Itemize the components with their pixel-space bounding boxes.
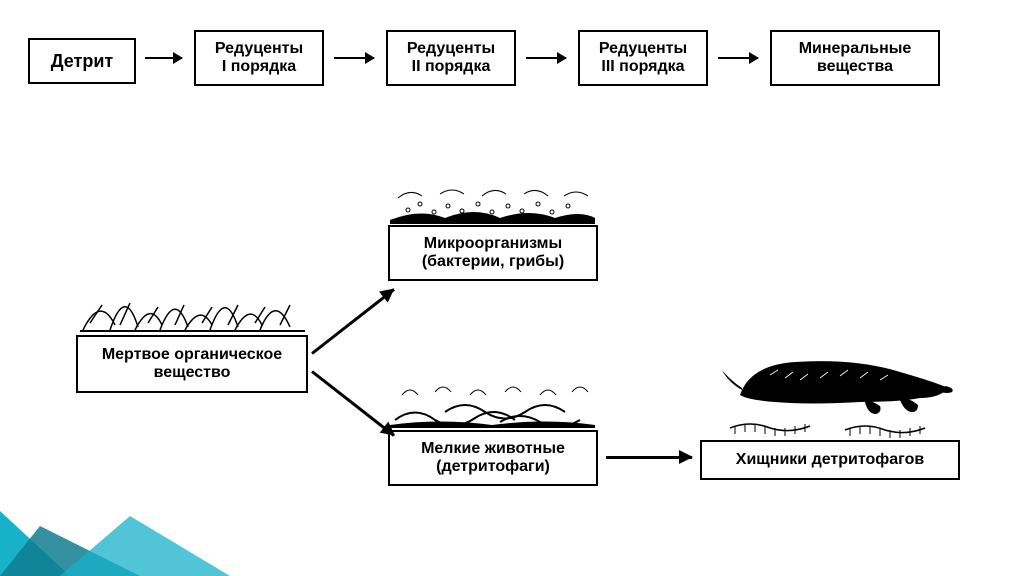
label: Детрит xyxy=(51,51,114,72)
arrow-top-1 xyxy=(145,57,182,59)
box-predators: Хищники детритофагов xyxy=(700,440,960,480)
box-detrit: Детрит xyxy=(28,38,136,84)
arrow-top-3 xyxy=(526,57,566,59)
arrow-to-detritophages xyxy=(311,370,395,436)
arrow-top-2 xyxy=(334,57,374,59)
slide-decoration xyxy=(0,481,230,576)
illus-dead-organic xyxy=(80,275,305,335)
box-detritophages: Мелкие животные(детритофаги) xyxy=(388,430,598,486)
arrow-to-predators xyxy=(606,456,692,459)
arrow-top-4 xyxy=(718,57,758,59)
label: Мертвое органическоевещество xyxy=(102,346,282,382)
box-reducers-1: РедуцентыI порядка xyxy=(194,30,324,86)
box-reducers-2: РедуцентыII порядка xyxy=(386,30,516,86)
arrow-to-microorg xyxy=(311,288,395,354)
illus-microorganisms xyxy=(390,178,595,226)
box-minerals: Минеральныевещества xyxy=(770,30,940,86)
label: Мелкие животные(детритофаги) xyxy=(421,440,565,476)
label: Хищники детритофагов xyxy=(736,451,924,469)
box-dead-organic: Мертвое органическоевещество xyxy=(76,335,308,393)
label: РедуцентыI порядка xyxy=(215,40,303,76)
box-microorganisms: Микроорганизмы(бактерии, грибы) xyxy=(388,225,598,281)
label: Микроорганизмы(бактерии, грибы) xyxy=(422,235,564,271)
label: РедуцентыIII порядка xyxy=(599,40,687,76)
label: РедуцентыII порядка xyxy=(407,40,495,76)
illus-detritophages xyxy=(390,370,595,430)
illus-predator xyxy=(700,340,960,440)
box-reducers-3: РедуцентыIII порядка xyxy=(578,30,708,86)
label: Минеральныевещества xyxy=(799,40,912,76)
